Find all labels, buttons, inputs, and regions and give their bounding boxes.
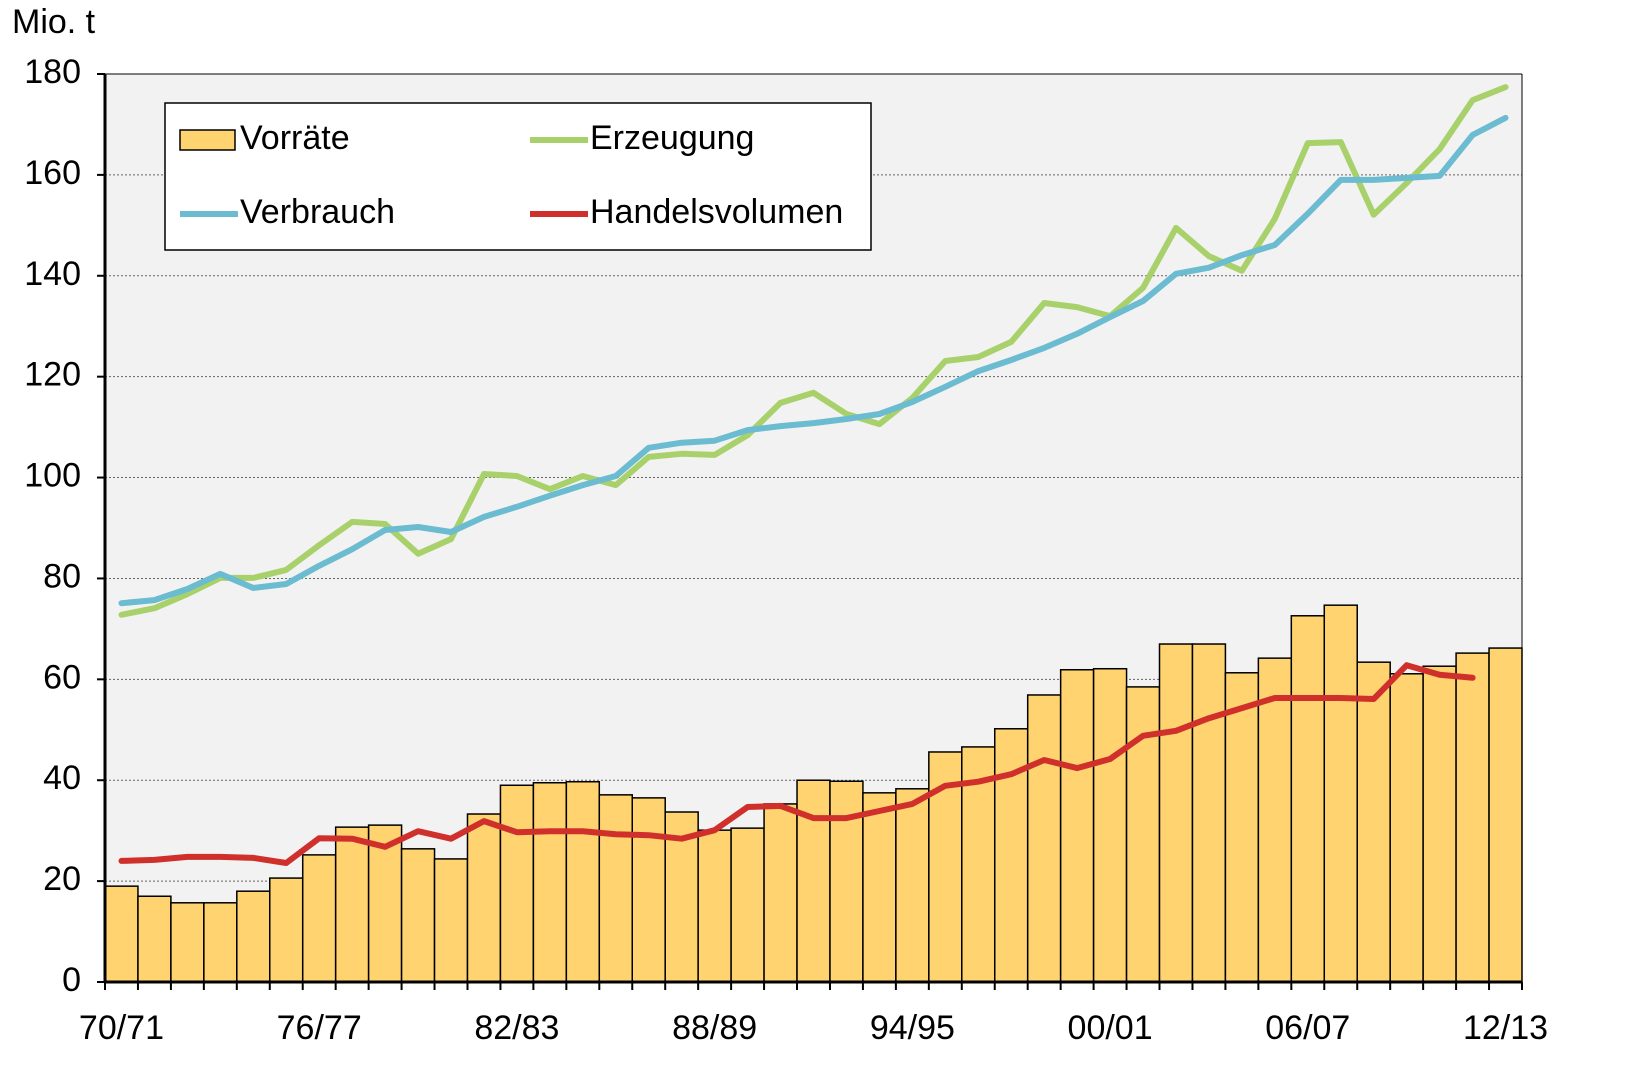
bar: [203, 902, 238, 983]
x-tick-label: 06/07: [1265, 1009, 1350, 1047]
bar: [236, 890, 271, 983]
y-tick-label: 0: [62, 961, 81, 999]
y-tick-label: 140: [24, 255, 81, 293]
bar: [1026, 694, 1062, 983]
bar: [1092, 667, 1128, 983]
x-tick-label: 70/71: [79, 1009, 164, 1047]
bar: [763, 803, 798, 983]
bar: [1356, 661, 1391, 983]
bar: [301, 854, 337, 983]
bar: [433, 858, 469, 983]
bar: [1158, 643, 1194, 983]
bar: [1059, 668, 1095, 983]
bar: [730, 827, 765, 983]
bar: [796, 779, 831, 983]
bar: [104, 885, 139, 983]
bar: [1455, 652, 1490, 983]
bar: [499, 784, 535, 983]
bar: [466, 813, 502, 983]
bar: [598, 794, 634, 983]
bar: [1224, 672, 1260, 983]
x-tick-label: 94/95: [870, 1009, 955, 1047]
bar: [137, 895, 172, 983]
bar: [1257, 657, 1293, 983]
line: [118, 662, 1476, 866]
x-tick-label: 88/89: [672, 1009, 757, 1047]
bar: [829, 780, 864, 983]
y-tick-label: 180: [24, 53, 81, 91]
bar: [400, 848, 436, 983]
bar: [1389, 673, 1424, 983]
legend-label: Handelsvolumen: [590, 193, 843, 231]
bar: [269, 877, 304, 983]
y-tick-label: 120: [24, 356, 81, 394]
x-tick-label: 76/77: [277, 1009, 362, 1047]
x-tick-label: 82/83: [474, 1009, 559, 1047]
legend-swatch: [179, 129, 236, 151]
x-tick-label: 12/13: [1463, 1009, 1548, 1047]
y-tick-label: 40: [43, 759, 81, 797]
y-tick-label: 20: [43, 860, 81, 898]
legend-box: [164, 102, 872, 251]
bar: [1422, 665, 1457, 983]
y-tick-label: 160: [24, 154, 81, 192]
y-tick-label: 60: [43, 658, 81, 696]
bar: [532, 781, 568, 983]
line: [118, 84, 1509, 618]
line: [118, 114, 1509, 607]
bar: [565, 780, 601, 983]
bar: [1488, 647, 1523, 983]
bar: [631, 797, 666, 983]
y-tick-label: 80: [43, 557, 81, 595]
legend-label: Verbrauch: [240, 193, 395, 231]
bar: [334, 826, 370, 983]
bar: [1323, 604, 1358, 983]
bar: [1290, 615, 1326, 983]
y-tick-label: 100: [24, 457, 81, 495]
bar: [862, 792, 897, 983]
bar: [961, 746, 996, 983]
x-tick-label: 00/01: [1068, 1009, 1153, 1047]
bar: [170, 902, 205, 983]
legend-label: Erzeugung: [590, 119, 754, 157]
bar: [1191, 643, 1227, 983]
bar: [895, 788, 930, 983]
bar: [697, 829, 732, 983]
y-axis-label: Mio. t: [12, 3, 96, 41]
legend-label: Vorräte: [240, 119, 350, 157]
